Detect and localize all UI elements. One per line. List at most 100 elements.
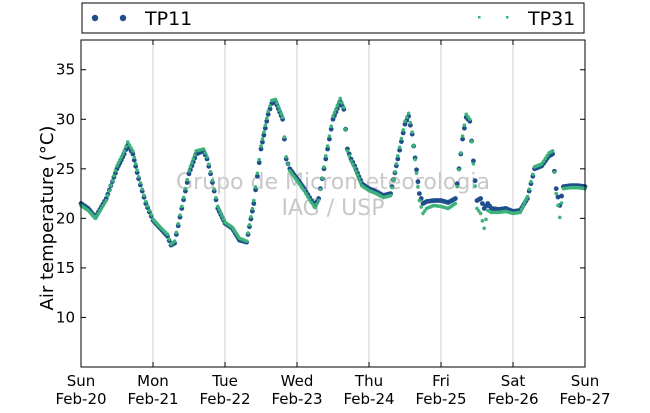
data-point	[282, 135, 287, 139]
series-tp31	[79, 96, 587, 246]
data-point	[172, 239, 177, 243]
data-point	[473, 184, 478, 188]
data-point	[457, 168, 461, 172]
x-tick-label-day: Wed	[281, 372, 314, 390]
data-point	[462, 123, 467, 128]
watermark-line2: IAG / USP	[282, 196, 385, 221]
data-point	[218, 211, 223, 215]
data-point	[130, 151, 136, 157]
data-point	[393, 169, 397, 174]
data-point	[550, 149, 555, 153]
data-point	[345, 149, 350, 153]
data-point	[414, 171, 419, 175]
data-point	[113, 169, 118, 173]
x-tick-label-day: Thu	[354, 372, 383, 390]
data-point	[138, 181, 143, 185]
data-point	[258, 146, 264, 152]
data-point	[399, 136, 404, 141]
data-point	[264, 116, 269, 121]
data-point	[395, 156, 401, 162]
legend: TP11 TP31	[81, 2, 585, 34]
data-point	[253, 187, 258, 193]
data-point	[167, 237, 171, 241]
data-point	[210, 178, 215, 183]
data-point	[246, 231, 250, 235]
data-point	[343, 127, 348, 131]
data-point	[342, 105, 346, 110]
plot-frame	[80, 39, 586, 368]
data-point	[390, 185, 394, 190]
data-point	[176, 222, 180, 226]
data-point	[401, 128, 406, 132]
x-tick-label-date: Feb-24	[343, 390, 394, 408]
data-point	[459, 151, 463, 155]
data-point	[462, 125, 467, 131]
data-point	[472, 178, 478, 184]
data-point	[327, 134, 332, 138]
data-point	[131, 157, 137, 163]
data-point	[192, 153, 197, 157]
data-point	[105, 193, 110, 198]
data-point	[397, 145, 402, 150]
data-point	[340, 101, 344, 105]
data-point	[214, 196, 218, 200]
y-axis-label: Air temperature (°C)	[37, 126, 58, 311]
data-point	[208, 169, 213, 174]
data-point	[471, 162, 476, 166]
data-point	[332, 110, 337, 115]
data-point	[410, 130, 415, 134]
data-point	[453, 201, 458, 206]
data-point	[417, 191, 422, 196]
data-point	[122, 149, 126, 153]
data-point	[142, 193, 146, 198]
data-point	[322, 165, 326, 169]
data-point	[325, 146, 330, 152]
data-point	[543, 156, 548, 161]
data-point	[275, 101, 279, 105]
data-point	[406, 111, 411, 116]
x-tick-label-date: Feb-25	[415, 390, 466, 408]
y-tick-label: 25	[56, 160, 75, 178]
data-point	[540, 162, 544, 166]
data-point	[280, 115, 285, 120]
data-point	[259, 144, 263, 148]
data-point	[455, 184, 460, 189]
data-point	[104, 198, 108, 203]
data-point	[405, 115, 409, 120]
data-point	[313, 205, 317, 210]
y-tick-label: 30	[56, 110, 75, 128]
data-point	[203, 151, 207, 155]
data-point	[460, 134, 465, 138]
watermark-line1: Grupo de Micrometeorologia	[176, 170, 490, 195]
data-point	[315, 202, 319, 206]
data-point	[414, 167, 419, 173]
data-point	[325, 144, 330, 148]
legend-marker-tp11-b	[119, 14, 127, 22]
data-point	[327, 136, 332, 142]
data-point	[147, 208, 152, 213]
y-tick-label: 20	[56, 209, 75, 227]
data-point	[205, 155, 209, 159]
grid-layer	[152, 40, 514, 367]
data-point	[256, 160, 262, 166]
data-point	[284, 155, 289, 159]
data-point	[165, 232, 170, 237]
data-point	[396, 154, 400, 158]
data-point	[335, 103, 340, 108]
data-point	[415, 179, 421, 185]
data-point	[118, 158, 122, 162]
data-point	[188, 165, 193, 169]
data-point	[480, 201, 485, 206]
data-point	[358, 180, 363, 184]
data-point	[399, 139, 404, 144]
data-point	[529, 179, 533, 184]
data-point	[244, 239, 249, 243]
data-point	[311, 203, 316, 207]
data-point	[518, 210, 522, 215]
data-point	[460, 136, 465, 142]
data-point	[521, 204, 525, 208]
data-point	[302, 188, 307, 193]
data-point	[107, 188, 112, 193]
data-point	[216, 204, 220, 209]
x-tick-label-date: Feb-20	[55, 390, 106, 408]
